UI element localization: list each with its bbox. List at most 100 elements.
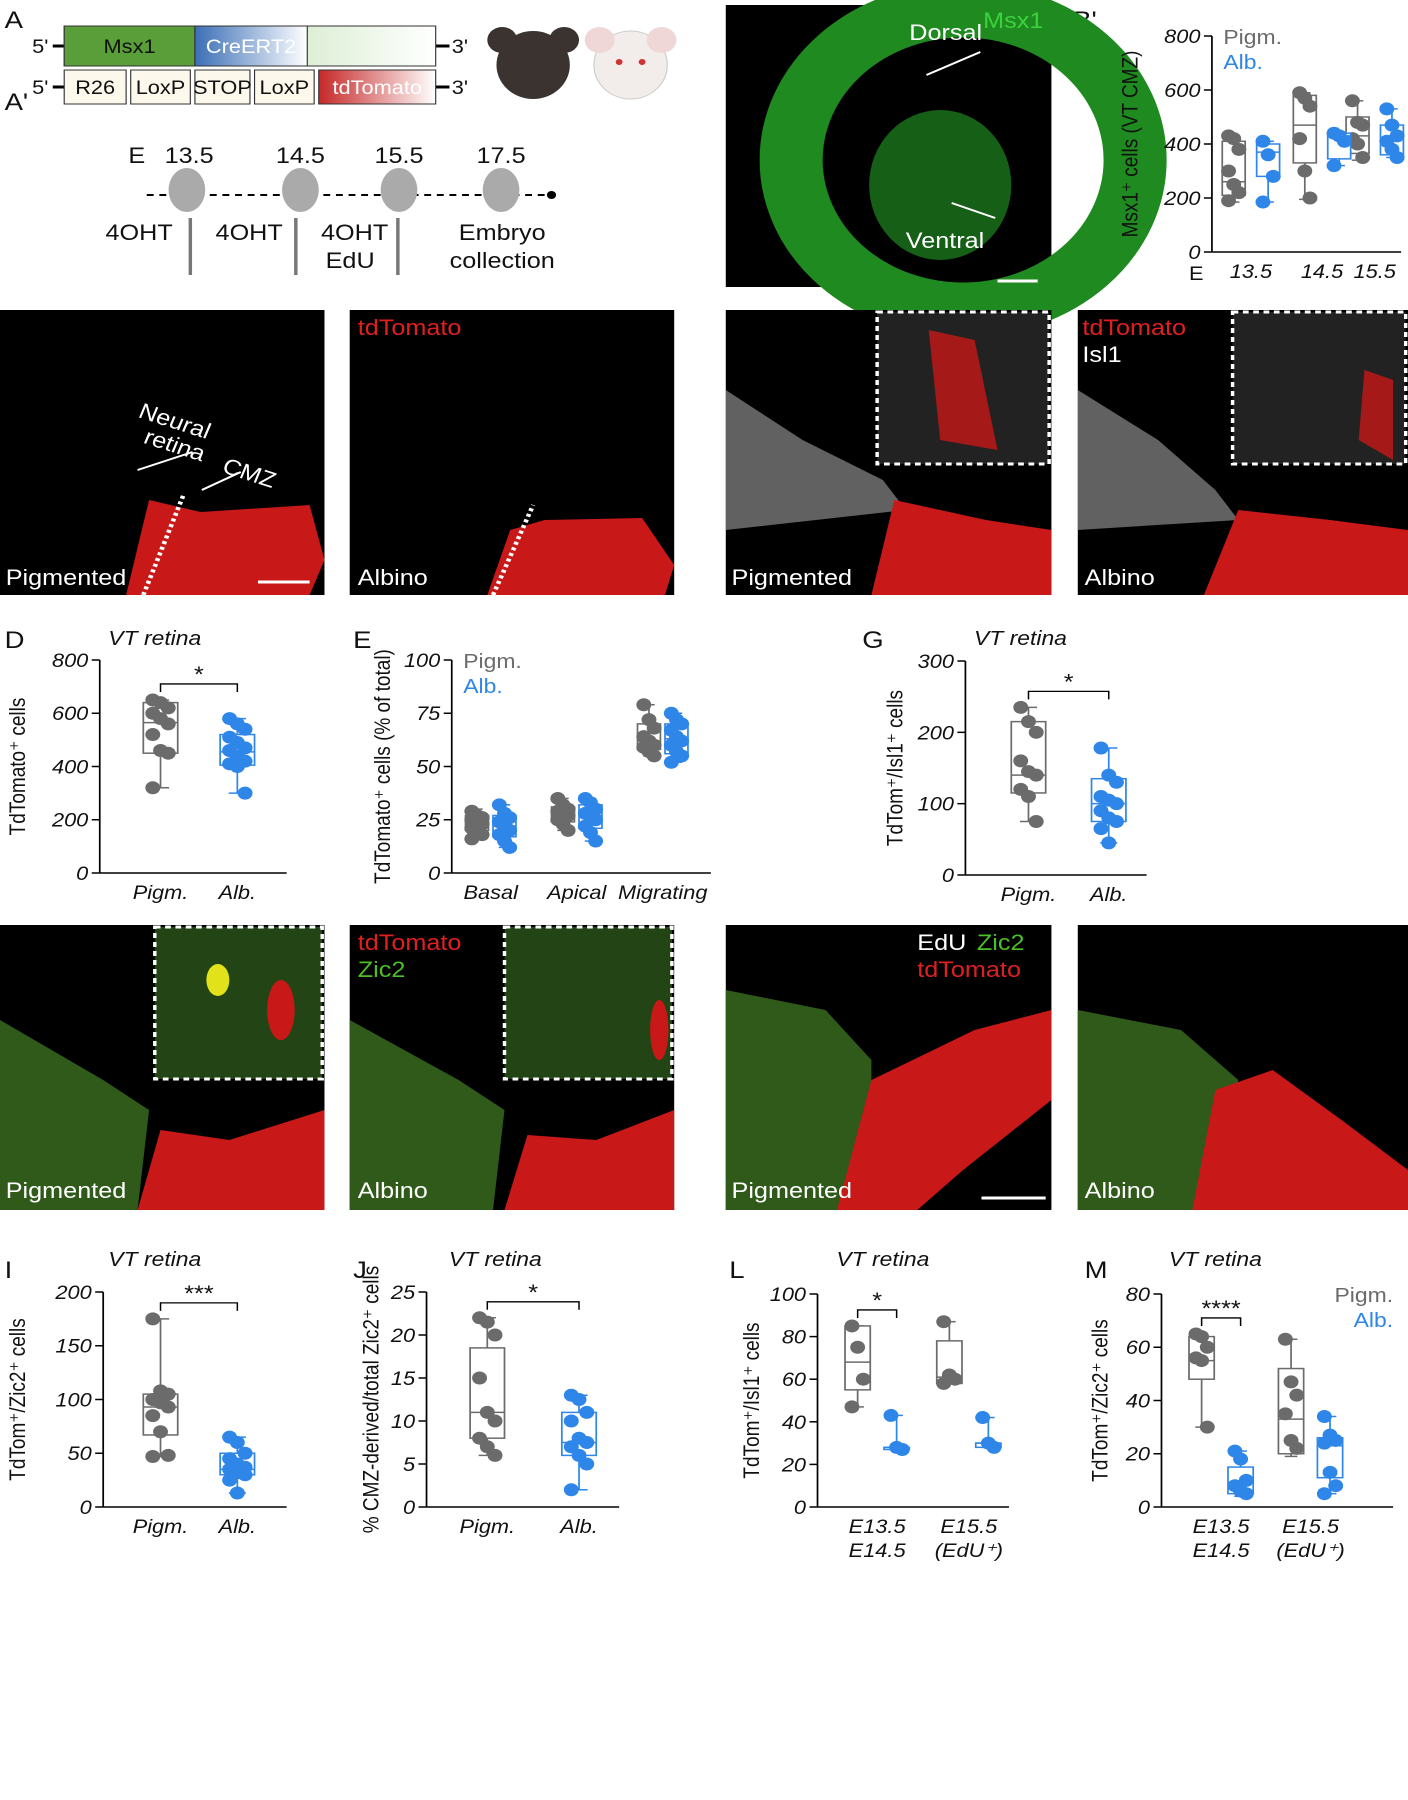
data-point bbox=[1255, 134, 1271, 148]
construct-part: R26 bbox=[75, 78, 115, 98]
y-axis-label: Msx1⁺ cells (VT CMZ) bbox=[1119, 51, 1142, 238]
y-axis-label: TdTom⁺/Isl1⁺ cells bbox=[884, 690, 907, 846]
data-point bbox=[1289, 1388, 1305, 1402]
treatment: 4OHT bbox=[105, 221, 172, 245]
y-tick-label: 200 bbox=[54, 1283, 92, 1303]
y-tick-label: 60 bbox=[1126, 1338, 1151, 1358]
x-tick-label: Apical bbox=[546, 883, 607, 903]
y-tick-label: 10 bbox=[391, 1412, 416, 1432]
data-point bbox=[1336, 134, 1352, 148]
y-axis-label: TdTom⁺/Zic2⁺ cells bbox=[7, 1318, 30, 1480]
construct-part: LoxP bbox=[260, 78, 310, 98]
y-tick-label: 100 bbox=[404, 651, 441, 671]
data-point bbox=[1028, 815, 1044, 828]
data-point bbox=[145, 1312, 161, 1326]
image-label: Ventral bbox=[906, 229, 985, 253]
mouse-icon bbox=[496, 31, 570, 99]
data-point bbox=[674, 749, 690, 763]
x-tick-label: (EdU⁺) bbox=[935, 1541, 1003, 1561]
y-tick-label: 400 bbox=[1164, 135, 1201, 155]
data-point bbox=[229, 760, 245, 773]
y-tick-label: 600 bbox=[52, 704, 89, 724]
significance-bracket bbox=[1027, 690, 1110, 700]
data-point bbox=[479, 1315, 495, 1329]
data-point bbox=[1316, 1436, 1332, 1450]
y-tick-label: 100 bbox=[770, 1285, 807, 1305]
x-tick-label: Pigm. bbox=[133, 883, 189, 903]
data-point bbox=[563, 1414, 579, 1428]
significance-label: * bbox=[1064, 671, 1074, 695]
y-tick-label: 0 bbox=[76, 864, 89, 884]
panel-letter: M bbox=[1085, 1258, 1108, 1284]
data-point bbox=[1199, 1340, 1215, 1354]
data-point bbox=[1221, 164, 1237, 178]
x-tick-label: E15.5 bbox=[1282, 1517, 1340, 1537]
image-label: Albino bbox=[358, 566, 428, 590]
significance-bracket bbox=[486, 1301, 580, 1310]
data-point bbox=[160, 701, 176, 715]
y-tick-label: 60 bbox=[782, 1370, 807, 1390]
y-tick-label: 200 bbox=[1163, 189, 1201, 209]
y-tick-label: 50 bbox=[416, 758, 441, 778]
data-point bbox=[237, 1468, 253, 1482]
data-point bbox=[487, 1448, 503, 1462]
data-point bbox=[646, 721, 662, 735]
x-tick-label: Alb. bbox=[218, 1517, 257, 1537]
data-point bbox=[145, 1449, 161, 1463]
data-point bbox=[1233, 1452, 1249, 1466]
image-label: tdTomato bbox=[358, 931, 462, 955]
x-tick-label: 14.5 bbox=[1301, 262, 1344, 282]
data-point bbox=[1344, 94, 1360, 108]
data-point bbox=[986, 1440, 1002, 1454]
data-point bbox=[636, 698, 652, 712]
x-tick-label: 13.5 bbox=[1230, 262, 1273, 282]
stage-prefix: E bbox=[128, 144, 145, 168]
image-h: Pigmented tdTomato Zic2 Albino bbox=[0, 925, 675, 1210]
stage: 14.5 bbox=[276, 144, 325, 168]
embryo-icon bbox=[282, 168, 319, 212]
data-point bbox=[1194, 1330, 1210, 1344]
chart-title: VT retina bbox=[108, 1248, 201, 1270]
embryo-icon bbox=[168, 168, 206, 212]
significance-bracket bbox=[1200, 1317, 1242, 1326]
data-point bbox=[1322, 1465, 1338, 1479]
construct-end: 3' bbox=[452, 78, 468, 98]
x-tick-label: Basal bbox=[464, 883, 519, 903]
y-tick-label: 0 bbox=[428, 864, 441, 884]
data-point bbox=[588, 834, 604, 848]
data-point bbox=[1221, 194, 1237, 208]
legend-entry: Alb. bbox=[1223, 51, 1263, 73]
construct-part: LoxP bbox=[136, 78, 186, 98]
panel-letter: A' bbox=[5, 90, 29, 116]
data-point bbox=[1277, 1407, 1293, 1421]
image-c: Neural retina CMZ Pigmented tdTomato Alb… bbox=[0, 310, 675, 596]
data-point bbox=[487, 1414, 503, 1428]
y-tick-label: 15 bbox=[391, 1369, 416, 1389]
data-point bbox=[850, 1340, 866, 1354]
y-axis-label: TdTomato⁺ cells bbox=[7, 698, 30, 836]
data-point bbox=[1265, 169, 1281, 183]
data-point bbox=[1297, 164, 1313, 178]
y-tick-label: 50 bbox=[68, 1444, 93, 1464]
image-label: Isl1 bbox=[1082, 343, 1121, 367]
x-tick-label: (EdU⁺) bbox=[1276, 1541, 1344, 1561]
significance-label: * bbox=[194, 663, 204, 687]
y-tick-label: 20 bbox=[390, 1326, 416, 1346]
data-point bbox=[1021, 715, 1036, 729]
data-point bbox=[1350, 137, 1366, 151]
data-point bbox=[464, 832, 480, 846]
y-axis-label: TdTom⁺/Isl1⁺ cells bbox=[741, 1322, 764, 1478]
data-point bbox=[160, 1400, 176, 1414]
treatment: 4OHT bbox=[321, 221, 388, 245]
x-tick-label: 15.5 bbox=[1354, 262, 1397, 282]
y-tick-label: 150 bbox=[55, 1337, 92, 1357]
data-point bbox=[1028, 768, 1044, 782]
data-point bbox=[579, 1457, 595, 1471]
data-point bbox=[563, 1483, 579, 1497]
legend-entry: Pigm. bbox=[1223, 26, 1282, 48]
construct-end: 3' bbox=[452, 37, 468, 57]
y-tick-label: 20 bbox=[781, 1456, 807, 1476]
chart-title: VT retina bbox=[108, 627, 201, 649]
panel-letter: I bbox=[5, 1258, 13, 1284]
